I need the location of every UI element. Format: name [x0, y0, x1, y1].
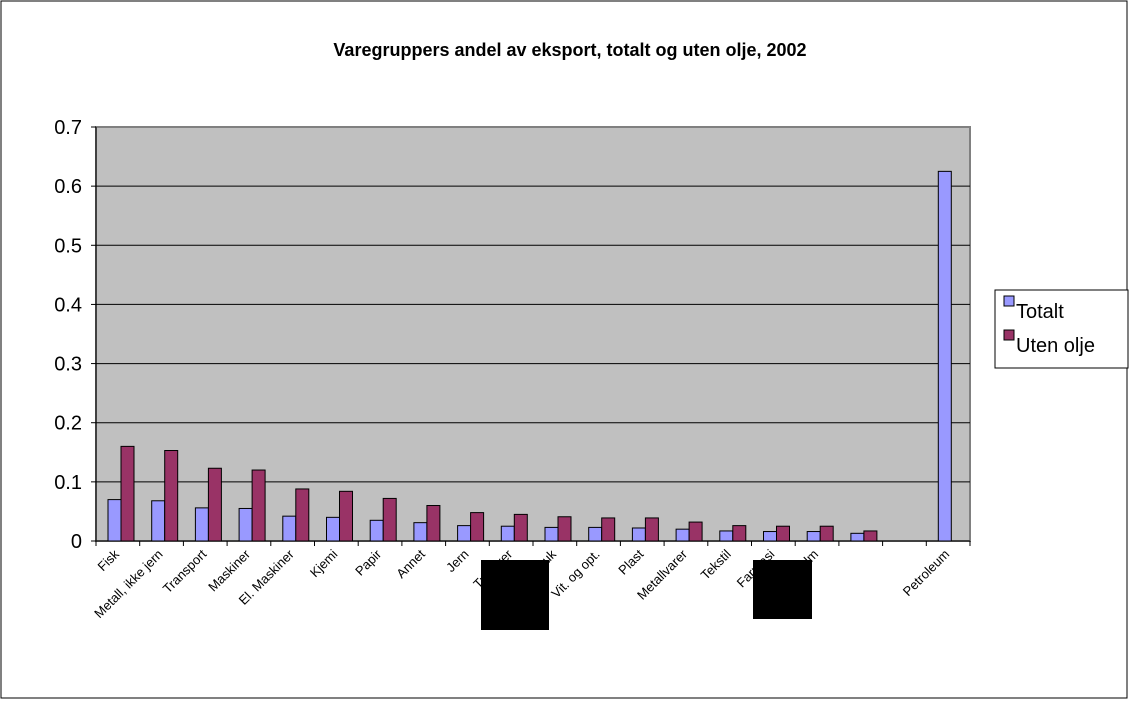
bar — [151, 500, 166, 542]
bar — [107, 499, 122, 542]
redaction — [481, 560, 549, 630]
redaction — [753, 560, 812, 619]
bar — [588, 526, 603, 542]
bar — [369, 519, 384, 542]
legend-swatch — [1003, 295, 1015, 307]
bar — [806, 531, 821, 542]
bar — [251, 469, 266, 542]
bar — [601, 517, 616, 542]
bar — [120, 445, 135, 542]
legend-label: Uten olje — [1016, 335, 1095, 357]
y-tick-label: 0.3 — [54, 354, 82, 376]
bar — [194, 507, 209, 542]
bar — [544, 526, 559, 542]
bar — [819, 525, 834, 542]
bar — [557, 516, 572, 542]
bar — [719, 530, 734, 542]
bar — [326, 516, 340, 542]
bar — [631, 527, 646, 542]
bar — [339, 490, 353, 542]
bar — [763, 531, 777, 542]
legend-label: Totalt — [1016, 301, 1064, 323]
bar — [863, 530, 878, 542]
chart-title: Varegruppers andel av eksport, totalt og… — [333, 40, 806, 60]
y-tick-label: 0 — [71, 531, 82, 553]
y-tick-label: 0.7 — [54, 117, 82, 139]
bar — [850, 532, 865, 542]
plot-area — [95, 126, 971, 542]
bar — [413, 522, 428, 542]
bar — [238, 507, 253, 542]
bar — [164, 450, 179, 542]
legend-swatch — [1003, 329, 1015, 341]
bar — [776, 525, 790, 542]
bar — [457, 525, 472, 542]
bar — [500, 525, 515, 542]
y-tick-label: 0.4 — [54, 294, 82, 316]
bar — [426, 505, 441, 542]
bar — [675, 528, 690, 542]
bar — [470, 512, 485, 542]
y-tick-label: 0.1 — [54, 472, 82, 494]
y-tick-label: 0.5 — [54, 235, 82, 257]
bar — [282, 515, 297, 542]
bar — [937, 170, 952, 542]
bar — [295, 488, 310, 542]
y-tick-label: 0.2 — [54, 413, 82, 435]
bar — [688, 521, 703, 542]
bar — [382, 497, 397, 542]
y-tick-label: 0.6 — [54, 176, 82, 198]
bar — [732, 525, 747, 542]
legend-box — [994, 289, 1129, 369]
bar — [207, 467, 222, 542]
bar — [644, 517, 659, 542]
bar — [513, 513, 528, 542]
